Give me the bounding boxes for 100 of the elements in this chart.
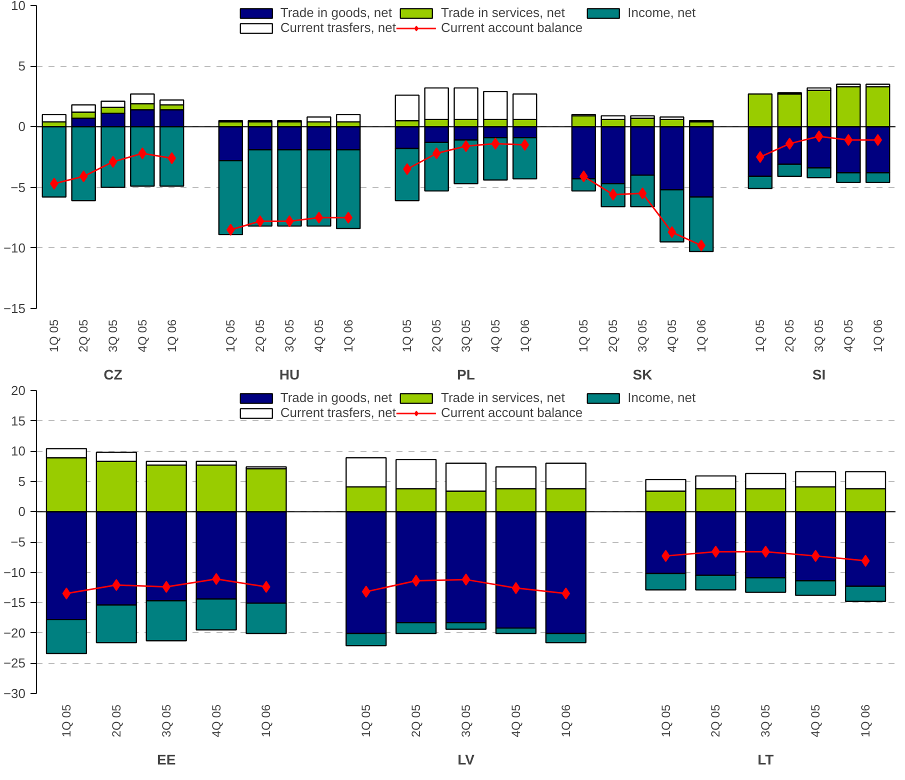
text: CZ	[104, 366, 123, 382]
x-tick-label: 2Q 05	[76, 319, 91, 352]
y-tick-label: −20	[3, 625, 26, 640]
x-tick-label: 1Q 05	[359, 704, 374, 738]
y-tick-label: −5	[10, 534, 26, 550]
point	[285, 215, 294, 228]
x-tick-label: 4Q 05	[312, 319, 326, 352]
text: SI	[812, 366, 826, 382]
y-tick-label: 20	[11, 383, 26, 398]
y-tick-label: −10	[3, 564, 26, 580]
x-tick-label: 1Q 05	[576, 319, 591, 352]
x-tick-label: 4Q 05	[808, 704, 823, 738]
point	[50, 178, 58, 190]
y-tick-label: 0	[18, 119, 26, 134]
point	[512, 582, 520, 594]
point	[861, 554, 870, 567]
x-tick-label: 1Q 06	[518, 319, 532, 352]
x-tick-label: 4Q 05	[841, 319, 856, 352]
legend-label: Current account balance	[441, 20, 583, 35]
point	[112, 579, 121, 592]
y-tick-label: −25	[3, 656, 26, 671]
y-tick-label: −30	[3, 686, 26, 701]
y-tick-label: 5	[18, 58, 26, 74]
text: EE	[157, 752, 176, 768]
y-tick-label: 5	[18, 474, 26, 489]
x-tick-label: 1Q 06	[558, 704, 573, 738]
y-tick-label: 0	[18, 504, 26, 520]
x-tick-label: 2Q 05	[430, 319, 444, 352]
x-tick-label: 1Q 05	[753, 319, 768, 352]
x-tick-label: 1Q 05	[658, 704, 673, 738]
x-tick-label: 2Q 05	[109, 704, 124, 738]
y-tick-label: −15	[3, 301, 26, 316]
point	[226, 224, 235, 236]
point	[108, 156, 118, 168]
legend-label: Trade in services, net	[441, 390, 565, 405]
x-tick-label: 4Q 05	[209, 704, 224, 738]
x-tick-label: 4Q 05	[135, 319, 150, 352]
x-tick-label: 3Q 05	[812, 319, 826, 352]
x-tick-label: 2Q 05	[606, 319, 620, 352]
point	[462, 140, 470, 152]
x-tick-label: 3Q 05	[106, 319, 120, 352]
x-tick-label: 2Q 05	[253, 319, 268, 352]
text: PL	[457, 366, 476, 382]
text: LT	[758, 752, 774, 768]
x-tick-label: 3Q 05	[636, 319, 650, 352]
x-tick-label: 3Q 05	[159, 704, 174, 738]
y-tick-label: −10	[3, 240, 26, 256]
bar	[42, 114, 67, 122]
y-tick-label: 10	[11, 444, 26, 459]
legend-label: Current account balance	[441, 405, 583, 420]
x-tick-label: 1Q 06	[694, 319, 708, 352]
y-tick-label: −5	[10, 180, 26, 195]
x-tick-label: 1Q 06	[164, 319, 179, 352]
point	[491, 138, 500, 150]
point	[256, 215, 264, 228]
legend-label: Income, net	[628, 5, 696, 20]
x-tick-label: 4Q 05	[508, 704, 523, 738]
x-tick-label: 1Q 06	[259, 704, 274, 738]
x-tick-label: 2Q 05	[409, 704, 424, 738]
text: HU	[279, 366, 300, 382]
point	[162, 580, 171, 593]
x-tick-label: 2Q 05	[708, 704, 723, 738]
point	[412, 574, 420, 587]
point	[79, 170, 88, 182]
point	[668, 226, 676, 238]
legend-label: Trade in goods, net	[280, 390, 392, 405]
point	[362, 586, 370, 598]
legend-label: Current trasfers, net	[280, 20, 396, 35]
point	[314, 212, 324, 224]
x-tick-label: 1Q 06	[870, 319, 885, 352]
point	[62, 588, 71, 600]
y-tick-label: 10	[11, 0, 26, 13]
x-tick-label: 1Q 06	[341, 319, 356, 352]
x-tick-label: 1Q 06	[858, 704, 873, 738]
legend-label: Income, net	[628, 390, 696, 405]
x-tick-label: 2Q 05	[782, 319, 797, 352]
point	[756, 151, 764, 163]
x-tick-label: 3Q 05	[459, 704, 473, 738]
y-tick-label: −15	[3, 595, 26, 610]
point	[761, 546, 770, 558]
legend-label: Trade in goods, net	[280, 5, 392, 20]
x-tick-label: 3Q 05	[758, 704, 773, 738]
x-tick-label: 1Q 05	[400, 319, 414, 352]
x-tick-label: 3Q 05	[282, 319, 296, 352]
point	[138, 147, 147, 160]
x-tick-label: 1Q 05	[47, 319, 62, 352]
point	[462, 574, 470, 586]
point	[814, 130, 824, 142]
x-tick-label: 1Q 05	[59, 704, 74, 738]
point	[432, 147, 441, 160]
y-tick-label: 15	[11, 413, 26, 428]
text: LV	[458, 752, 476, 768]
point	[874, 134, 882, 146]
x-tick-label: 3Q 05	[459, 319, 473, 352]
text: SK	[632, 366, 652, 382]
x-tick-label: 4Q 05	[488, 319, 502, 352]
x-tick-label: 1Q 05	[224, 319, 238, 352]
point	[562, 588, 570, 600]
legend-label: Trade in services, net	[441, 5, 565, 20]
x-tick-label: 4Q 05	[664, 319, 679, 352]
